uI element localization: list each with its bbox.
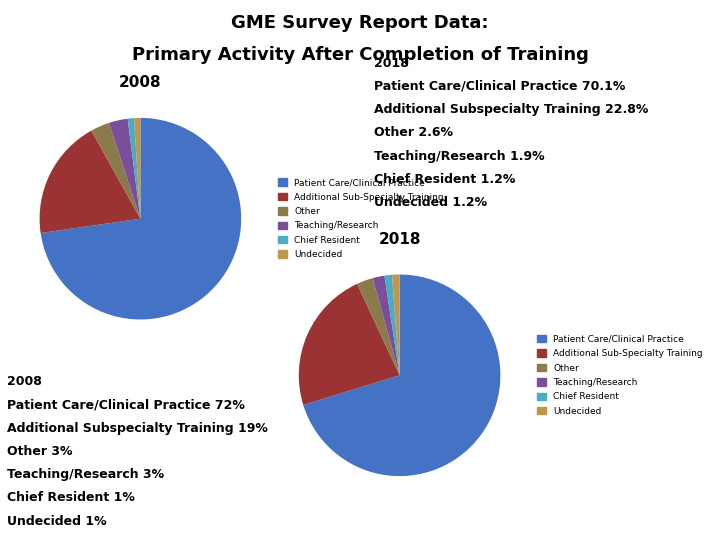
Text: Undecided 1.2%: Undecided 1.2% bbox=[374, 196, 487, 209]
Wedge shape bbox=[91, 123, 140, 219]
Text: Chief Resident 1%: Chief Resident 1% bbox=[7, 491, 135, 504]
Title: 2018: 2018 bbox=[378, 232, 421, 247]
Wedge shape bbox=[384, 275, 400, 375]
Legend: Patient Care/Clinical Practice, Additional Sub-Specialty Training, Other, Teachi: Patient Care/Clinical Practice, Addition… bbox=[535, 333, 705, 417]
Legend: Patient Care/Clinical Practice, Additional Sub-Specialty Training, Other, Teachi: Patient Care/Clinical Practice, Addition… bbox=[276, 177, 446, 261]
Text: Chief Resident 1.2%: Chief Resident 1.2% bbox=[374, 173, 516, 186]
Text: GME Survey Report Data:: GME Survey Report Data: bbox=[231, 14, 489, 31]
Text: Patient Care/Clinical Practice 70.1%: Patient Care/Clinical Practice 70.1% bbox=[374, 80, 626, 93]
Text: Teaching/Research 1.9%: Teaching/Research 1.9% bbox=[374, 150, 545, 163]
Text: Additional Subspecialty Training 22.8%: Additional Subspecialty Training 22.8% bbox=[374, 103, 649, 116]
Wedge shape bbox=[373, 275, 400, 375]
Wedge shape bbox=[109, 119, 140, 219]
Wedge shape bbox=[303, 274, 500, 476]
Text: Other 2.6%: Other 2.6% bbox=[374, 126, 454, 139]
Text: Other 3%: Other 3% bbox=[7, 445, 73, 458]
Text: 2008: 2008 bbox=[7, 375, 42, 388]
Wedge shape bbox=[127, 118, 140, 219]
Text: Undecided 1%: Undecided 1% bbox=[7, 515, 107, 528]
Wedge shape bbox=[40, 118, 241, 320]
Text: Primary Activity After Completion of Training: Primary Activity After Completion of Tra… bbox=[132, 46, 588, 64]
Text: Patient Care/Clinical Practice 72%: Patient Care/Clinical Practice 72% bbox=[7, 399, 245, 411]
Text: Teaching/Research 3%: Teaching/Research 3% bbox=[7, 468, 164, 481]
Text: 2018: 2018 bbox=[374, 57, 409, 70]
Wedge shape bbox=[134, 118, 140, 219]
Wedge shape bbox=[40, 131, 140, 233]
Text: Additional Subspecialty Training 19%: Additional Subspecialty Training 19% bbox=[7, 422, 268, 435]
Wedge shape bbox=[299, 284, 400, 405]
Title: 2008: 2008 bbox=[119, 75, 162, 90]
Wedge shape bbox=[392, 274, 400, 375]
Wedge shape bbox=[357, 278, 400, 375]
